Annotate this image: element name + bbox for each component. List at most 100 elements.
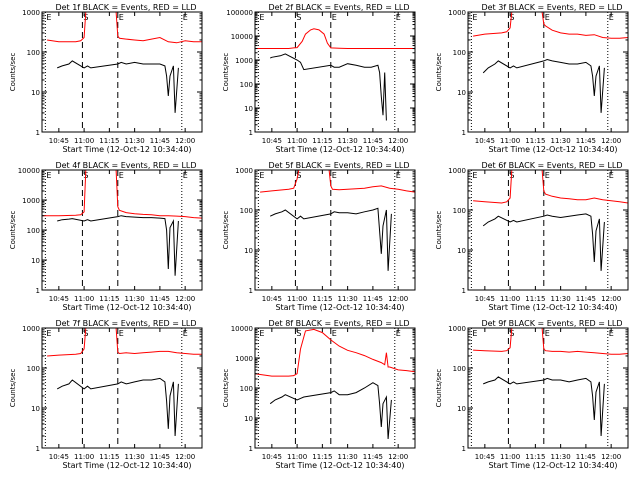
marker-label: E — [259, 171, 264, 180]
x-tick-label: 11:30 — [125, 453, 145, 461]
x-tick-label: 11:15 — [312, 295, 332, 303]
marker-label: E — [472, 13, 477, 22]
x-tick-label: 10:45 — [475, 137, 495, 145]
marker-label: E — [259, 13, 264, 22]
marker-label: E — [119, 171, 124, 180]
x-tick-label: 12:00 — [601, 453, 621, 461]
x-tick-label: 10:45 — [49, 295, 69, 303]
y-axis-label: Counts/sec — [222, 211, 230, 250]
y-tick-label: 1000 — [448, 167, 466, 175]
panel-title: Det 7f BLACK = Events, RED = LLD — [55, 319, 196, 328]
x-axis-label: Start Time (12-Oct-12 10:34:40) — [488, 303, 617, 312]
x-tick-label: 10:45 — [49, 137, 69, 145]
x-tick-label: 11:00 — [74, 453, 94, 461]
x-tick-label: 11:00 — [287, 137, 307, 145]
series-line-lld — [260, 169, 416, 193]
y-tick-label: 100 — [27, 227, 40, 235]
y-tick-label: 10 — [457, 89, 466, 97]
x-tick-label: 11:30 — [125, 295, 145, 303]
x-tick-label: 11:30 — [551, 295, 571, 303]
y-tick-label: 1 — [249, 129, 253, 137]
x-tick-label: 10:45 — [262, 453, 282, 461]
series-line-lld — [42, 169, 203, 219]
plot-frame — [254, 169, 416, 291]
marker-label: S — [296, 171, 301, 180]
series-line-events — [269, 207, 392, 271]
y-axis-label: Counts/sec — [9, 53, 17, 92]
marker-label: E — [259, 329, 264, 338]
y-tick-label: 10 — [244, 105, 253, 113]
panel-title: Det 6f BLACK = Events, RED = LLD — [481, 161, 622, 170]
marker-label: E — [396, 171, 401, 180]
x-tick-label: 11:00 — [500, 137, 520, 145]
series-line-events — [56, 377, 179, 437]
marker-label: E — [332, 171, 337, 180]
y-tick-label: 10 — [244, 415, 253, 423]
marker-label: E — [472, 171, 477, 180]
marker-label: E — [119, 329, 124, 338]
y-tick-label: 10000 — [18, 167, 40, 175]
y-tick-label: 100000 — [226, 9, 253, 17]
x-axis-label: Start Time (12-Oct-12 10:34:40) — [275, 145, 404, 154]
x-tick-label: 11:00 — [500, 295, 520, 303]
plot-frame — [467, 11, 629, 133]
y-tick-label: 1 — [36, 129, 40, 137]
marker-label: E — [396, 13, 401, 22]
marker-label: E — [332, 329, 337, 338]
x-tick-label: 11:45 — [150, 137, 170, 145]
y-tick-label: 10 — [457, 247, 466, 255]
x-tick-label: 12:00 — [388, 295, 408, 303]
y-tick-label: 100 — [240, 207, 253, 215]
y-axis-label: Counts/sec — [435, 369, 443, 408]
y-tick-label: 100 — [453, 49, 466, 57]
x-tick-label: 11:30 — [551, 453, 571, 461]
series-line-lld — [47, 327, 202, 357]
x-tick-label: 11:45 — [363, 137, 383, 145]
series-line-events — [482, 213, 605, 271]
x-tick-label: 11:45 — [150, 453, 170, 461]
panel-title: Det 2f BLACK = Events, RED = LLD — [268, 3, 409, 12]
x-tick-label: 11:15 — [525, 295, 545, 303]
panel-title: Det 4f BLACK = Events, RED = LLD — [55, 161, 196, 170]
y-tick-label: 100 — [27, 365, 40, 373]
marker-label: E — [609, 171, 614, 180]
panel-title: Det 1f BLACK = Events, RED = LLD — [55, 3, 196, 12]
x-axis-label: Start Time (12-Oct-12 10:34:40) — [488, 145, 617, 154]
series-line-events — [269, 53, 387, 121]
y-tick-label: 1000 — [235, 167, 253, 175]
x-tick-label: 11:00 — [74, 137, 94, 145]
marker-label: E — [545, 171, 550, 180]
marker-label: E — [545, 329, 550, 338]
marker-label: E — [183, 171, 188, 180]
series-line-lld — [47, 11, 202, 44]
marker-label: E — [609, 13, 614, 22]
marker-label: E — [545, 13, 550, 22]
x-tick-label: 11:30 — [338, 137, 358, 145]
x-tick-label: 12:00 — [388, 453, 408, 461]
marker-label: E — [46, 13, 51, 22]
y-tick-label: 100 — [453, 207, 466, 215]
y-axis-label: Counts/sec — [9, 211, 17, 250]
x-tick-label: 11:15 — [99, 453, 119, 461]
x-tick-label: 11:15 — [99, 137, 119, 145]
marker-label: S — [296, 13, 301, 22]
y-tick-label: 10 — [31, 405, 40, 413]
series-line-events — [482, 58, 605, 113]
series-line-lld — [473, 327, 629, 355]
y-tick-label: 10 — [31, 257, 40, 265]
x-tick-label: 11:45 — [576, 137, 596, 145]
y-axis-label: Counts/sec — [435, 53, 443, 92]
x-tick-label: 12:00 — [175, 453, 195, 461]
x-axis-label: Start Time (12-Oct-12 10:34:40) — [275, 461, 404, 470]
x-tick-label: 11:15 — [99, 295, 119, 303]
x-tick-label: 11:45 — [576, 453, 596, 461]
plot-frame — [41, 327, 203, 449]
series-line-events — [483, 376, 605, 437]
marker-label: E — [46, 171, 51, 180]
plot-frame — [467, 169, 629, 291]
marker-label: E — [46, 329, 51, 338]
series-line-events — [57, 215, 179, 276]
